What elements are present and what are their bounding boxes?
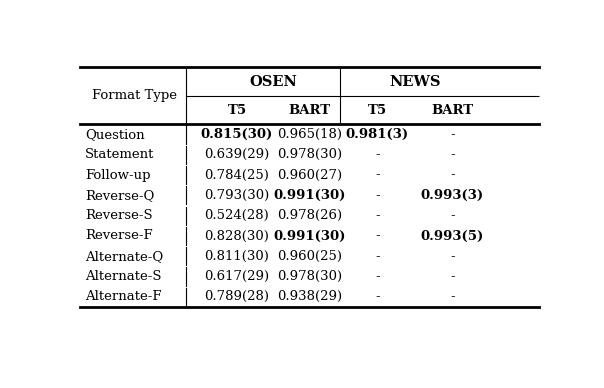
Text: T5: T5 bbox=[228, 104, 246, 116]
Text: -: - bbox=[375, 168, 380, 182]
Text: 0.784(25): 0.784(25) bbox=[205, 168, 269, 182]
Text: -: - bbox=[450, 250, 455, 263]
Text: OSEN: OSEN bbox=[249, 74, 297, 89]
Text: -: - bbox=[450, 270, 455, 283]
Text: 0.981(3): 0.981(3) bbox=[346, 128, 409, 141]
Text: -: - bbox=[450, 209, 455, 222]
Text: 0.828(30): 0.828(30) bbox=[205, 229, 269, 242]
Text: -: - bbox=[375, 250, 380, 263]
Text: 0.617(29): 0.617(29) bbox=[204, 270, 269, 283]
Text: Question: Question bbox=[85, 128, 144, 141]
Text: -: - bbox=[375, 189, 380, 202]
Text: 0.938(29): 0.938(29) bbox=[277, 291, 342, 303]
Text: 0.811(30): 0.811(30) bbox=[205, 250, 269, 263]
Text: T5: T5 bbox=[368, 104, 387, 116]
Text: -: - bbox=[375, 148, 380, 161]
Text: 0.524(28): 0.524(28) bbox=[205, 209, 269, 222]
Text: 0.639(29): 0.639(29) bbox=[204, 148, 269, 161]
Text: 0.991(30): 0.991(30) bbox=[274, 189, 345, 202]
Text: 0.991(30): 0.991(30) bbox=[274, 229, 345, 242]
Text: 0.793(30): 0.793(30) bbox=[204, 189, 269, 202]
Text: Format Type: Format Type bbox=[92, 89, 176, 102]
Text: Alternate-Q: Alternate-Q bbox=[85, 250, 163, 263]
Text: BART: BART bbox=[431, 104, 474, 116]
Text: 0.965(18): 0.965(18) bbox=[277, 128, 342, 141]
Text: BART: BART bbox=[289, 104, 330, 116]
Text: 0.960(27): 0.960(27) bbox=[277, 168, 342, 182]
Text: Alternate-F: Alternate-F bbox=[85, 291, 161, 303]
Text: Reverse-F: Reverse-F bbox=[85, 229, 152, 242]
Text: 0.789(28): 0.789(28) bbox=[205, 291, 269, 303]
Text: -: - bbox=[450, 128, 455, 141]
Text: Statement: Statement bbox=[85, 148, 154, 161]
Text: 0.960(25): 0.960(25) bbox=[277, 250, 342, 263]
Text: -: - bbox=[375, 229, 380, 242]
Text: 0.993(3): 0.993(3) bbox=[421, 189, 484, 202]
Text: Reverse-S: Reverse-S bbox=[85, 209, 152, 222]
Text: 0.978(30): 0.978(30) bbox=[277, 148, 342, 161]
Text: -: - bbox=[375, 291, 380, 303]
Text: 0.815(30): 0.815(30) bbox=[201, 128, 273, 141]
Text: -: - bbox=[375, 209, 380, 222]
Text: -: - bbox=[450, 148, 455, 161]
Text: NEWS: NEWS bbox=[389, 74, 441, 89]
Text: -: - bbox=[450, 168, 455, 182]
Text: 0.978(30): 0.978(30) bbox=[277, 270, 342, 283]
Text: Reverse-Q: Reverse-Q bbox=[85, 189, 154, 202]
Text: 0.993(5): 0.993(5) bbox=[421, 229, 484, 242]
Text: Alternate-S: Alternate-S bbox=[85, 270, 161, 283]
Text: Follow-up: Follow-up bbox=[85, 168, 150, 182]
Text: -: - bbox=[375, 270, 380, 283]
Text: 0.978(26): 0.978(26) bbox=[277, 209, 342, 222]
Text: -: - bbox=[450, 291, 455, 303]
